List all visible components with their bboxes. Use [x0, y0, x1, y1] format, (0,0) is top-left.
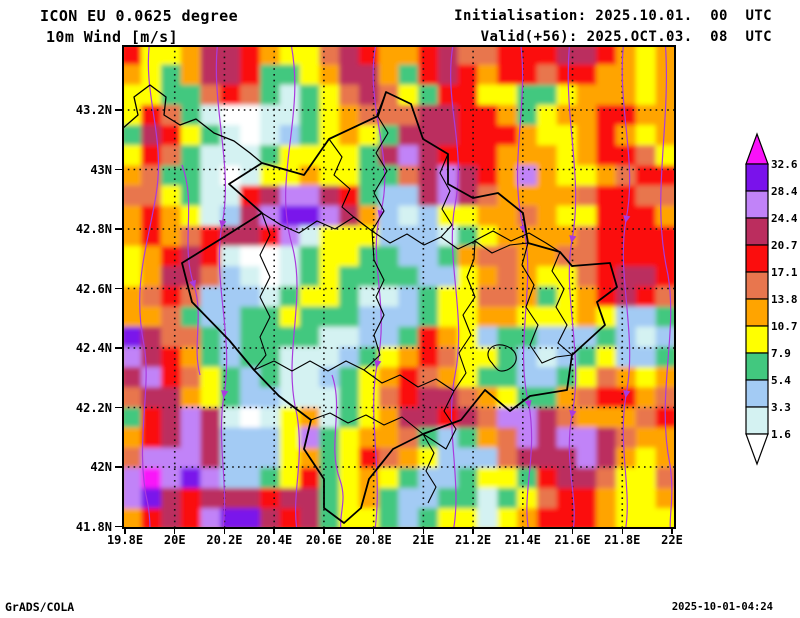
lat-tick-label: 41.8N: [75, 519, 112, 534]
lat-tick-label: 42N: [90, 460, 112, 474]
neighbor-border: [122, 84, 263, 164]
lon-axis-tick: [422, 529, 425, 534]
lon-tick-label: 21.4E: [504, 533, 541, 547]
legend-value: 20.7: [771, 239, 798, 252]
lon-tick-label: 19.8E: [106, 533, 144, 547]
streamline: [215, 45, 229, 529]
lat-tick-label: 42.2N: [75, 400, 112, 415]
header-valid-time: Valid(+56): 2025.OCT.03. 08 UTC: [480, 29, 772, 45]
header-variable-title: 10m Wind [m/s]: [46, 28, 179, 46]
legend-value: 17.1: [771, 266, 798, 279]
legend-value: 5.4: [771, 374, 791, 387]
streamline: [660, 45, 673, 529]
lat-axis-tick: [115, 287, 122, 290]
legend-value: 1.6: [771, 428, 791, 441]
legend-box: [745, 244, 769, 273]
lat-axis-tick: [115, 228, 122, 230]
lon-tick-label: 20.6E: [305, 533, 342, 547]
lat-axis-tick: [115, 406, 122, 409]
lat-axis-tick: [115, 525, 122, 528]
lon-tick-label: 21E: [412, 533, 435, 547]
footer-timestamp: 2025-10-01-04:24: [671, 601, 773, 613]
lon-axis-tick: [323, 529, 325, 534]
header-init-time: Initialisation: 2025.10.01. 00 UTC: [454, 8, 772, 24]
legend-box: [745, 163, 769, 192]
lat-tick-label: 43N: [90, 162, 112, 177]
legend-box: [745, 325, 769, 354]
color-scale-legend: 32.6 28.4 24.4 20.7 17.1 13.8 10.7 7.9 5.4 3.3 1.6: [745, 132, 798, 466]
streamline: [331, 374, 344, 529]
lat-tick-label: 42.8N: [75, 222, 112, 236]
streamline: [285, 45, 301, 529]
lat-tick-label: 42.6N: [75, 281, 112, 296]
wind-streamlines: [139, 45, 673, 529]
lon-axis-tick: [372, 529, 375, 534]
legend-value: 28.4: [771, 185, 798, 198]
map-frame: [122, 45, 676, 529]
lat-axis-tick: [115, 466, 122, 468]
legend-box: [745, 217, 769, 246]
municipality-borders: [253, 91, 573, 504]
legend-arrow-down: [745, 433, 769, 466]
legend-box: [745, 406, 769, 435]
legend-value: 3.3: [771, 401, 791, 414]
wind-speed-heatmap-layer: [122, 45, 676, 529]
lon-tick-label: 21.2E: [455, 533, 492, 547]
streamline: [621, 45, 631, 529]
lon-tick-label: 22E: [661, 533, 683, 547]
legend-box: [745, 352, 769, 381]
legend-box: [745, 190, 769, 219]
legend-value: 7.9: [771, 347, 791, 360]
lon-axis-tick: [522, 529, 524, 534]
lon-axis-tick: [621, 529, 624, 534]
streamline: [181, 164, 201, 376]
lon-axis-tick: [173, 529, 176, 534]
legend-value: 24.4: [771, 212, 798, 225]
lon-tick-label: 20.2E: [206, 533, 243, 547]
lat-tick-label: 42.4N: [75, 341, 112, 355]
legend-value: 32.6: [771, 158, 798, 171]
lon-axis-tick: [124, 529, 126, 534]
legend-box: [745, 379, 769, 408]
lon-axis-tick: [273, 529, 275, 534]
header-model-title: ICON EU 0.0625 degree: [40, 7, 239, 25]
lon-tick-label: 20E: [163, 533, 186, 547]
footer-grads-credit: GrADS/COLA: [5, 600, 75, 614]
streamline: [372, 45, 386, 529]
lon-axis-tick: [671, 529, 673, 534]
lon-tick-label: 20.4E: [256, 533, 293, 547]
lon-axis-tick: [571, 529, 574, 534]
lat-axis-tick: [115, 168, 122, 171]
streamline: [516, 45, 533, 529]
lat-tick-label: 43.2N: [75, 103, 112, 117]
legend-value: 13.8: [771, 293, 798, 306]
lon-axis-tick: [472, 529, 474, 534]
lat-axis-tick: [115, 347, 122, 349]
legend-arrow-up: [745, 132, 769, 165]
lon-tick-label: 21.8E: [604, 533, 641, 547]
lon-tick-label: 21.6E: [554, 533, 591, 547]
streamline: [450, 45, 460, 529]
streamline: [139, 45, 160, 529]
lon-tick-label: 20.8E: [355, 533, 392, 547]
map-plot: [122, 45, 676, 529]
admin-borders: [122, 84, 618, 524]
lat-axis-tick: [115, 109, 122, 111]
streamline: [567, 45, 577, 529]
legend-box: [745, 298, 769, 327]
lon-axis-tick: [223, 529, 226, 534]
legend-value: 10.7: [771, 320, 798, 333]
legend-box: [745, 271, 769, 300]
